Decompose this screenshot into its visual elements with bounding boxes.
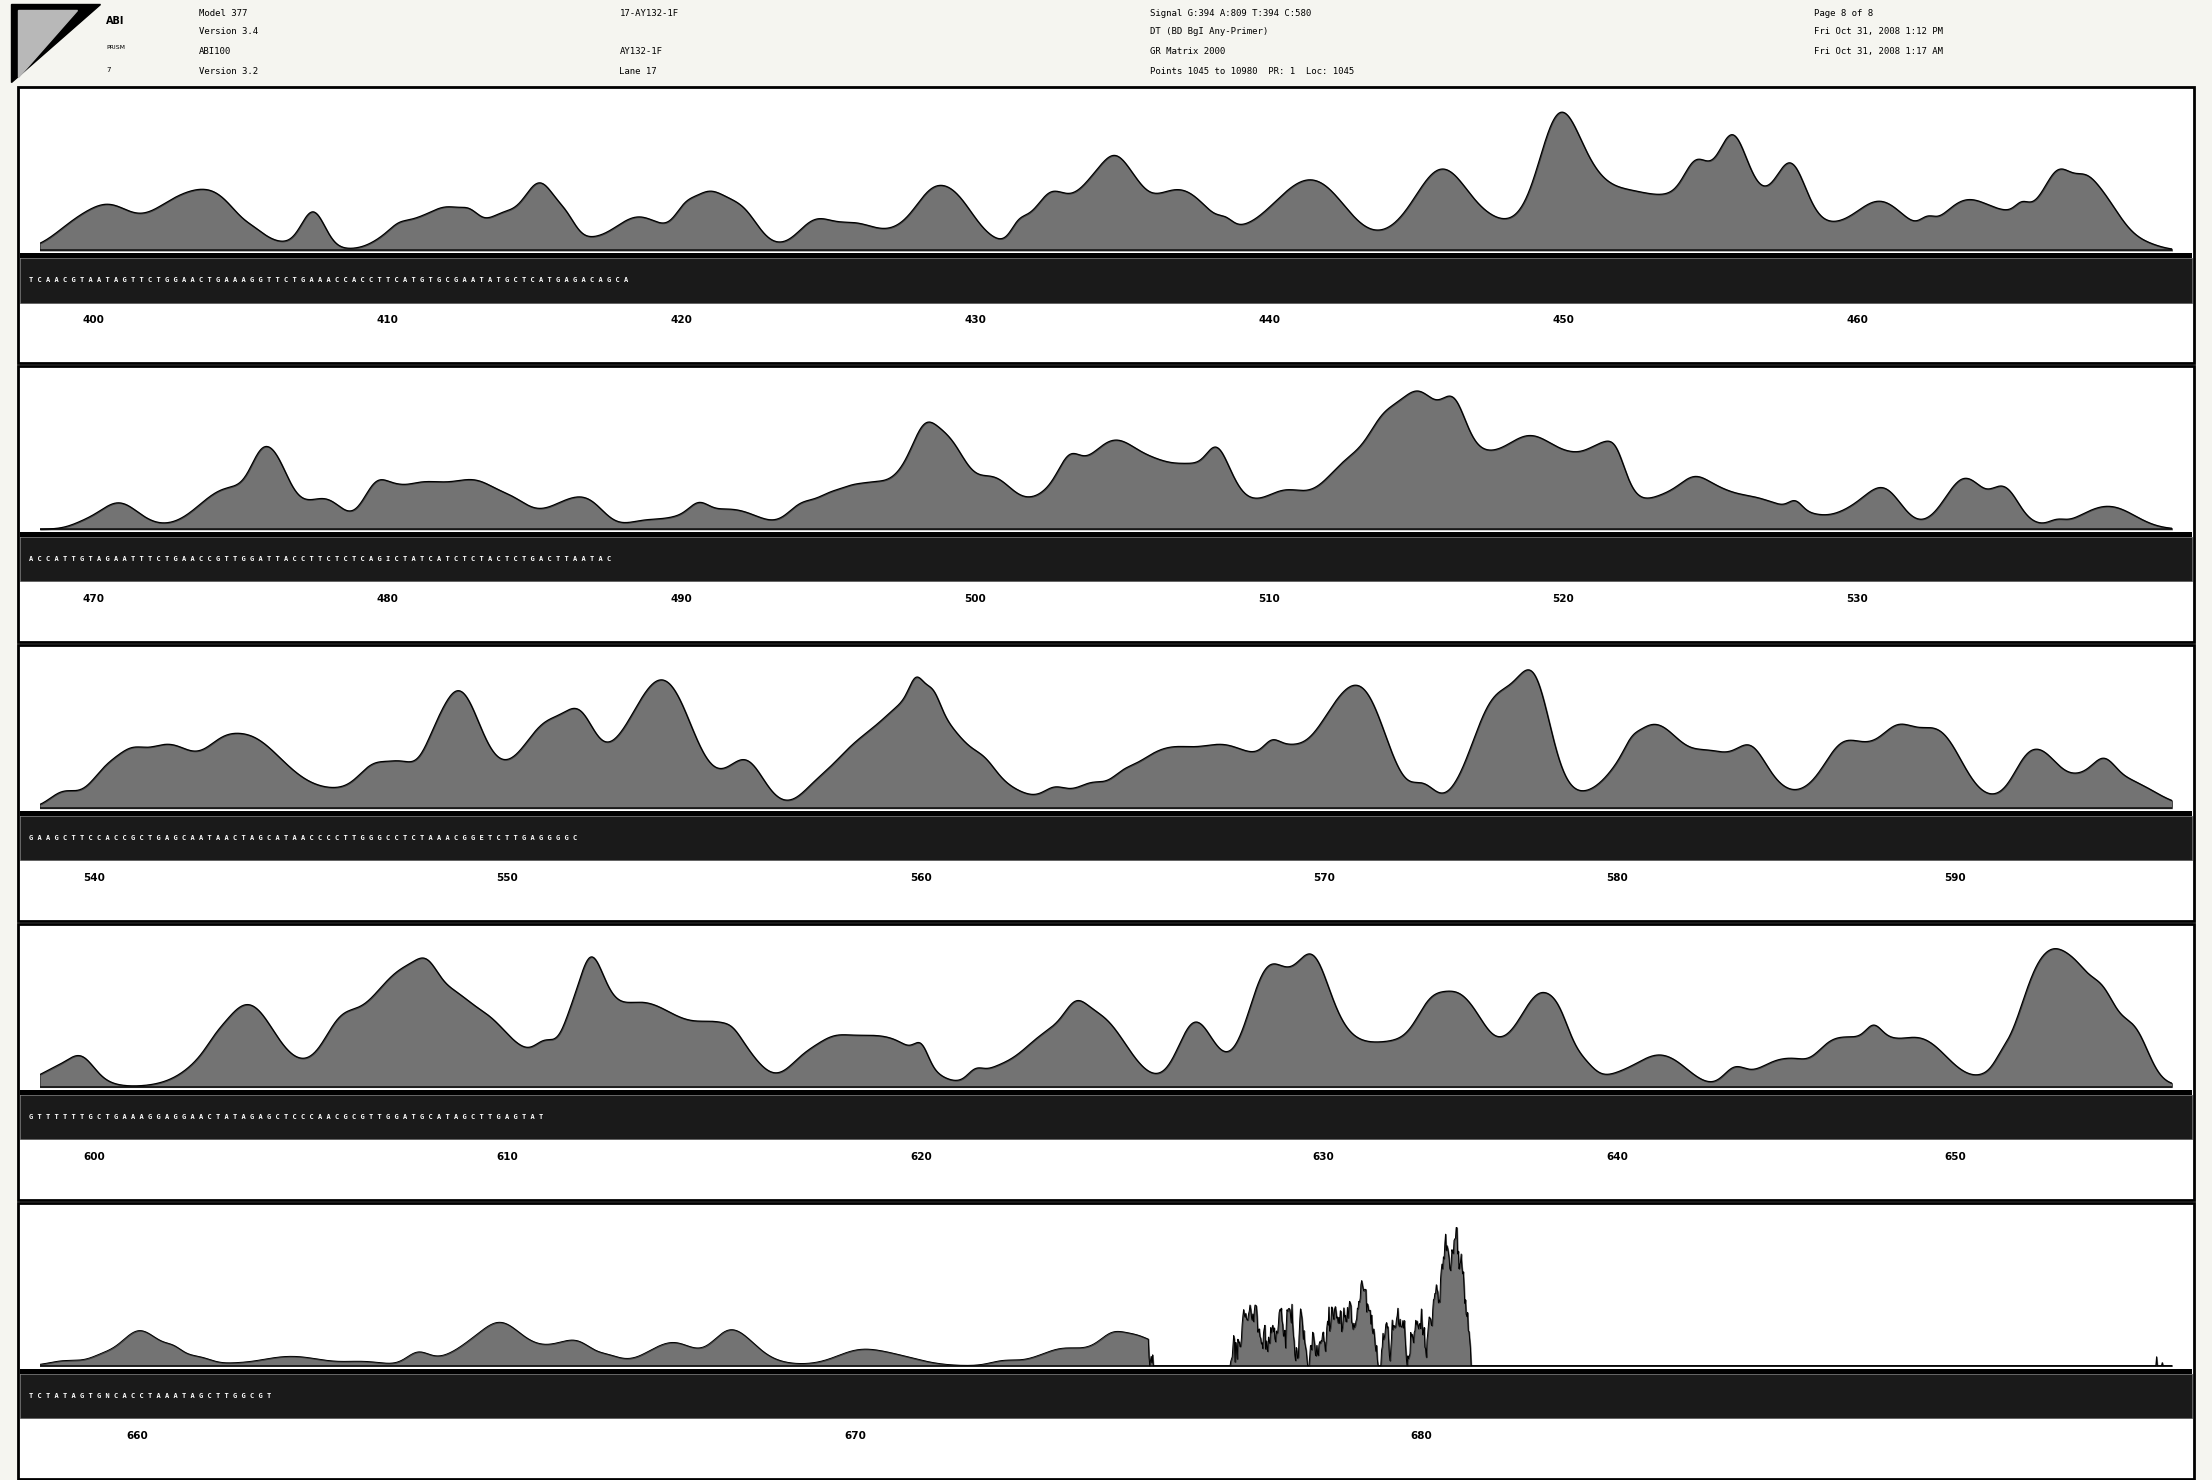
Text: G A A G C T T C C A C C G C T G A G C A A T A A C T A G C A T A A C C C C T T G : G A A G C T T C C A C C G C T G A G C A … bbox=[29, 835, 577, 841]
Text: 620: 620 bbox=[909, 1151, 931, 1162]
Bar bbox=[20, 533, 2192, 537]
Text: T C A A C G T A A T A G T T C T G G A A C T G A A A G G T T C T G A A A C C A C : T C A A C G T A A T A G T T C T G G A A … bbox=[29, 277, 628, 284]
Text: 510: 510 bbox=[1259, 595, 1281, 604]
Text: 430: 430 bbox=[964, 315, 987, 326]
Bar bbox=[20, 1369, 2192, 1373]
Text: 560: 560 bbox=[909, 873, 931, 884]
Text: 570: 570 bbox=[1312, 873, 1334, 884]
Text: 540: 540 bbox=[84, 873, 104, 884]
Text: 590: 590 bbox=[1944, 873, 1966, 884]
Text: Version 3.2: Version 3.2 bbox=[199, 67, 259, 75]
Text: Points 1045 to 10980  PR: 1  Loc: 1045: Points 1045 to 10980 PR: 1 Loc: 1045 bbox=[1150, 67, 1354, 75]
Text: G T T T T T T G C T G A A A G G A G G A A C T A T A G A G C T C C C A A C G C G : G T T T T T T G C T G A A A G G A G G A … bbox=[29, 1114, 542, 1120]
Polygon shape bbox=[11, 4, 100, 81]
Text: 490: 490 bbox=[670, 595, 692, 604]
Text: 480: 480 bbox=[376, 595, 398, 604]
Bar bbox=[20, 253, 2192, 259]
Text: 680: 680 bbox=[1411, 1431, 1433, 1442]
Text: 650: 650 bbox=[1944, 1151, 1966, 1162]
Polygon shape bbox=[18, 10, 77, 77]
Text: 500: 500 bbox=[964, 595, 987, 604]
Text: Signal G:394 A:809 T:394 C:580: Signal G:394 A:809 T:394 C:580 bbox=[1150, 9, 1312, 18]
Text: T C T A T A G T G N C A C C T A A A T A G C T T G G C G T: T C T A T A G T G N C A C C T A A A T A … bbox=[29, 1393, 270, 1399]
Text: 400: 400 bbox=[84, 315, 104, 326]
Bar bbox=[20, 1089, 2192, 1095]
Text: DT (BD BgI Any-Primer): DT (BD BgI Any-Primer) bbox=[1150, 28, 1267, 37]
Text: Fri Oct 31, 2008 1:12 PM: Fri Oct 31, 2008 1:12 PM bbox=[1814, 28, 1942, 37]
Text: 17-AY132-1F: 17-AY132-1F bbox=[619, 9, 679, 18]
Text: Model 377: Model 377 bbox=[199, 9, 248, 18]
Bar bbox=[20, 259, 2192, 302]
Text: 420: 420 bbox=[670, 315, 692, 326]
Text: GR Matrix 2000: GR Matrix 2000 bbox=[1150, 47, 1225, 56]
Text: 460: 460 bbox=[1847, 315, 1867, 326]
Text: Version 3.4: Version 3.4 bbox=[199, 28, 259, 37]
Text: ABI: ABI bbox=[106, 16, 124, 27]
Text: 580: 580 bbox=[1606, 873, 1628, 884]
Text: 610: 610 bbox=[495, 1151, 518, 1162]
Text: 630: 630 bbox=[1312, 1151, 1334, 1162]
Text: 520: 520 bbox=[1553, 595, 1575, 604]
Text: 7: 7 bbox=[106, 68, 111, 74]
Text: PRISM: PRISM bbox=[106, 44, 126, 50]
Text: 600: 600 bbox=[84, 1151, 104, 1162]
Bar bbox=[20, 1095, 2192, 1140]
Text: 550: 550 bbox=[495, 873, 518, 884]
Text: 410: 410 bbox=[376, 315, 398, 326]
Text: 470: 470 bbox=[84, 595, 104, 604]
Text: Page 8 of 8: Page 8 of 8 bbox=[1814, 9, 1874, 18]
Text: 670: 670 bbox=[845, 1431, 867, 1442]
Bar bbox=[20, 537, 2192, 582]
Bar bbox=[20, 815, 2192, 860]
Text: 450: 450 bbox=[1553, 315, 1575, 326]
Text: 440: 440 bbox=[1259, 315, 1281, 326]
Text: ABI100: ABI100 bbox=[199, 47, 232, 56]
Bar bbox=[20, 1373, 2192, 1418]
Text: Fri Oct 31, 2008 1:17 AM: Fri Oct 31, 2008 1:17 AM bbox=[1814, 47, 1942, 56]
Text: A C C A T T G T A G A A T T T C T G A A C C G T T G G A T T A C C T T C T C T C : A C C A T T G T A G A A T T T C T G A A … bbox=[29, 556, 611, 562]
Text: AY132-1F: AY132-1F bbox=[619, 47, 661, 56]
Text: Lane 17: Lane 17 bbox=[619, 67, 657, 75]
Bar bbox=[20, 811, 2192, 815]
Text: 530: 530 bbox=[1847, 595, 1867, 604]
Text: 660: 660 bbox=[126, 1431, 148, 1442]
Text: 640: 640 bbox=[1606, 1151, 1628, 1162]
